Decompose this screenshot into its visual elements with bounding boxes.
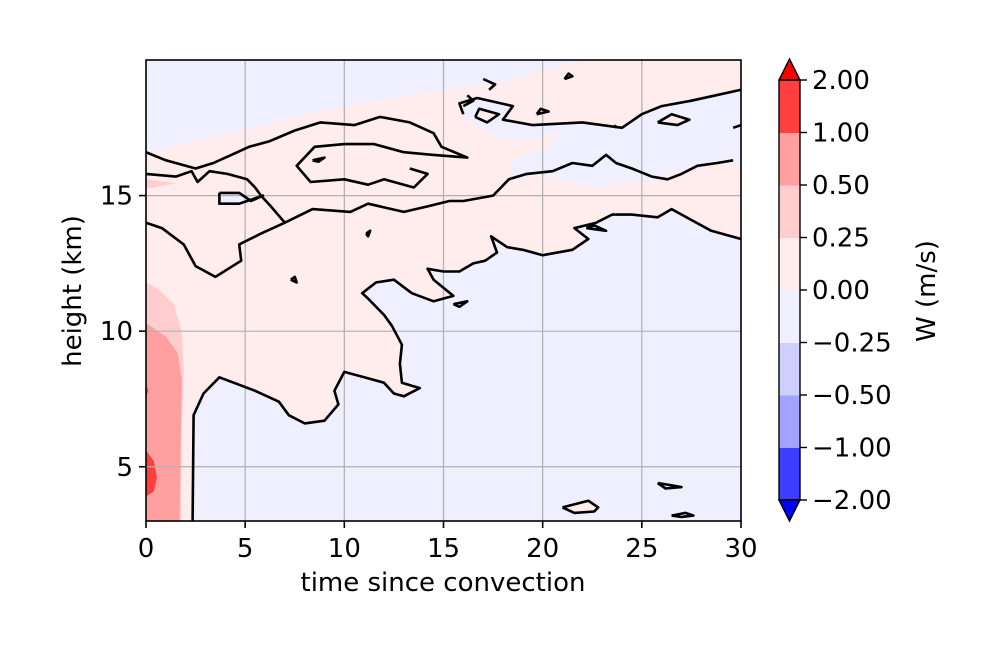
- x-tick-label-6: 30: [724, 534, 757, 564]
- zero-contour-12: [613, 124, 618, 129]
- colorbar-tick-label-3: −0.25: [812, 329, 892, 359]
- colorbar-band-2: [779, 342, 800, 396]
- x-tick-label-1: 5: [237, 534, 254, 564]
- zero-contour-4: [458, 88, 741, 130]
- colorbar-tick-label-6: 0.50: [812, 171, 870, 201]
- colorbar-tick-label-2: −0.50: [812, 381, 892, 411]
- colorbar-tick-label-5: 0.25: [812, 224, 870, 254]
- zero-contour-2: [146, 169, 286, 224]
- plot-area: [146, 60, 741, 521]
- colorbar-band-6: [779, 132, 800, 186]
- zero-contour-20: [656, 481, 683, 490]
- y-tick-label-2: 15: [100, 182, 133, 212]
- contour-region-6: [146, 179, 176, 189]
- zero-contour-18: [585, 224, 608, 233]
- colorbar-band-0: [779, 447, 800, 501]
- colorbar: −2.00 −1.00 −0.50 −0.25 0.00 0.25 0.50 1.00 2.00: [777, 57, 892, 523]
- zero-contour-14: [218, 191, 265, 205]
- y-axis-label: height (km): [58, 215, 88, 367]
- zero-contour-3: [146, 115, 469, 189]
- zero-contour-6: [474, 107, 501, 124]
- zero-contour-16: [290, 275, 299, 284]
- zero-contour-0: [191, 207, 741, 521]
- x-tick-label-4: 20: [526, 534, 559, 564]
- zero-contour-15: [365, 229, 372, 238]
- colorbar-band-1: [779, 395, 800, 448]
- colorbar-tick-label-4: 0.00: [812, 276, 870, 306]
- y-axis-ticks: 5 10 15: [100, 182, 146, 483]
- zero-contour-17: [452, 299, 469, 309]
- colorbar-tick-label-8: 2.00: [812, 66, 870, 96]
- x-tick-label-5: 25: [625, 534, 658, 564]
- zero-contour-lines: [146, 72, 741, 521]
- colorbar-tick-label-7: 1.00: [812, 119, 870, 149]
- zero-contour-10: [563, 72, 574, 81]
- x-tick-label-3: 15: [427, 534, 460, 564]
- zero-contour-19: [561, 499, 600, 515]
- contour-region-4: [146, 450, 157, 497]
- x-axis-label: time since convection: [301, 568, 586, 598]
- zero-contour-21: [671, 511, 695, 519]
- colorbar-band-4: [779, 237, 800, 291]
- colorbar-tick-label-1: −1.00: [812, 434, 892, 464]
- contour-region-11: [562, 500, 599, 513]
- colorbar-label: W (m/s): [912, 240, 942, 342]
- colorbar-band-7: [779, 80, 800, 133]
- x-tick-label-2: 10: [328, 534, 361, 564]
- zero-contour-13: [312, 156, 326, 163]
- colorbar-band-5: [779, 185, 800, 238]
- x-axis-ticks: 0 5 10 15 20 25 30: [138, 521, 758, 564]
- zero-contour-11: [732, 123, 741, 130]
- y-tick-label-1: 10: [100, 317, 133, 347]
- x-tick-label-0: 0: [138, 534, 155, 564]
- zero-contour-8: [462, 94, 475, 108]
- zero-contour-1: [146, 153, 734, 279]
- zero-contour-7: [482, 77, 497, 91]
- colorbar-tick-label-0: −2.00: [812, 486, 892, 516]
- y-tick-label-0: 5: [116, 453, 133, 483]
- zero-contour-5: [657, 112, 691, 127]
- zero-contour-9: [535, 107, 550, 116]
- grid: [146, 60, 741, 521]
- colorbar-band-3: [779, 290, 800, 343]
